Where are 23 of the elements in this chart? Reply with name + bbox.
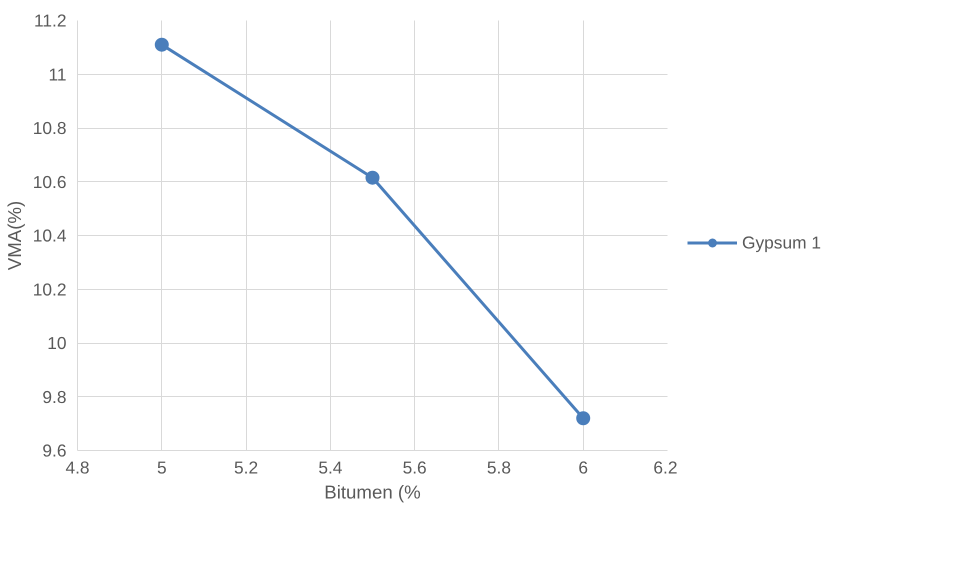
x-tick-label: 5.2 [234,458,258,478]
y-tick-label: 11 [48,64,67,84]
y-tick-label: 10.2 [32,279,67,300]
point [366,170,380,185]
x-tick-label: 5 [156,458,167,478]
point [576,411,590,426]
x-tick-label: 5.6 [402,458,427,478]
y-tick-label: 9.8 [42,386,67,407]
y-tick-label: 10.6 [32,172,67,192]
x-axis-title: Bitumen (% [324,482,421,502]
y-tick-label: 10.4 [32,226,67,246]
y-tick-label: 10.8 [32,118,67,138]
x-tick-label: 5.4 [318,458,343,478]
y-tick-label: 9.6 [42,440,67,460]
x-tick-label: 6 [578,458,588,478]
legend-label: Gypsum 1 [742,232,821,253]
y-axis-title: VMA(%) [4,200,25,270]
x-tick-label: 6.2 [653,458,678,478]
point [154,38,169,52]
y-tick-label: 11.2 [34,10,67,30]
x-tick-label: 5.8 [486,458,511,478]
x-tick-label: 4.8 [65,458,90,478]
y-tick-label: 10 [47,333,67,353]
